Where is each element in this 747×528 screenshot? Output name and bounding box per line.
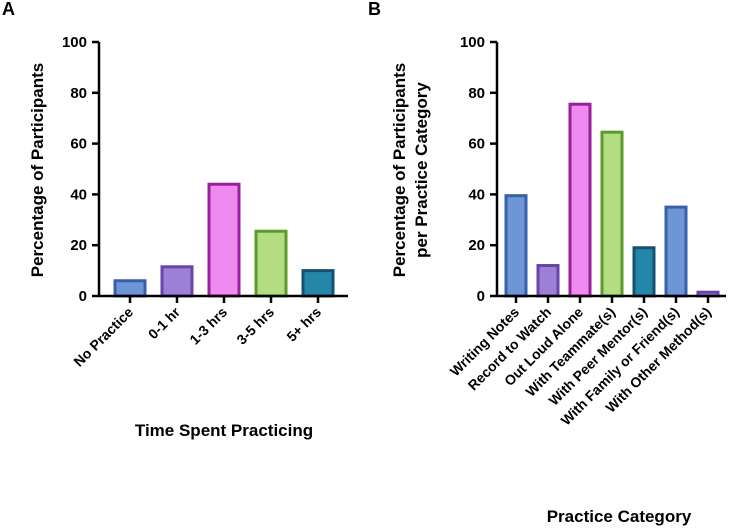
panel-a-y-ticks: 0 20 40 60 80 100 <box>62 34 99 305</box>
b-bar <box>632 246 656 298</box>
panel-b-y-ticks: 0 20 40 60 80 100 <box>460 34 497 305</box>
a-y-tick-label: 80 <box>70 85 87 102</box>
a-y-tick-label: 0 <box>79 288 87 305</box>
panel-a-x-axis-title: Time Spent Practicing <box>135 421 313 440</box>
a-category-label: No Practice <box>70 304 136 370</box>
panel-a-bars <box>113 182 335 298</box>
b-y-tick-label: 100 <box>460 34 485 51</box>
panel-a-category-labels: No Practice 0-1 hr 1-3 hrs 3-5 hrs 5+ hrs <box>70 296 324 370</box>
panel-b-y-axis-title-line-2: per Practice Category <box>412 82 431 258</box>
b-bar <box>600 130 624 298</box>
panel-a: A Percentage of Participants Time Spent … <box>2 0 348 440</box>
a-y-tick-label: 100 <box>62 34 87 51</box>
a-category-label: 0-1 hr <box>145 303 184 342</box>
a-bar <box>160 265 194 298</box>
panel-b-bars <box>504 102 720 298</box>
a-y-tick-label: 40 <box>70 186 87 203</box>
a-y-tick-label: 60 <box>70 136 87 153</box>
panel-b-y-axis-title-line-1: Percentage of Participants <box>390 63 409 277</box>
a-y-tick-label: 20 <box>70 237 87 254</box>
b-y-tick-label: 0 <box>477 288 485 305</box>
panel-b-letter: B <box>368 0 381 19</box>
b-bar <box>536 264 560 298</box>
panel-b: B Percentage of Participants per Practic… <box>368 0 726 526</box>
a-bar <box>254 229 288 298</box>
a-bar <box>301 269 335 298</box>
panel-b-y-axis-title-group: Percentage of Participants per Practice … <box>390 63 431 277</box>
panel-b-x-axis-title: Practice Category <box>547 507 692 526</box>
b-y-tick-label: 20 <box>468 237 485 254</box>
b-y-tick-label: 60 <box>468 136 485 153</box>
a-bar <box>113 279 147 298</box>
b-bar <box>664 205 688 298</box>
a-category-label: 5+ hrs <box>283 304 324 345</box>
b-y-tick-label: 40 <box>468 186 485 203</box>
b-bar <box>504 194 528 298</box>
a-category-label: 1-3 hrs <box>186 304 230 348</box>
a-category-label: 3-5 hrs <box>233 304 277 348</box>
panel-a-y-axis-title: Percentage of Participants <box>28 63 47 277</box>
b-bar <box>568 102 592 298</box>
panel-a-letter: A <box>2 0 15 19</box>
b-y-tick-label: 80 <box>468 85 485 102</box>
a-bar <box>207 182 241 298</box>
